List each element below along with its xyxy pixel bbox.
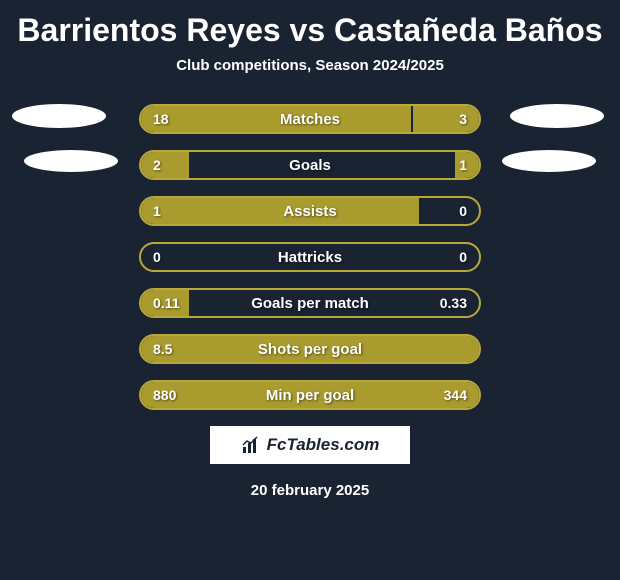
player-right-badge-2 [502,150,596,172]
stat-row: 880344Min per goal [139,380,481,410]
stat-row: 183Matches [139,104,481,134]
player-left-badge-2 [24,150,118,172]
stat-row: 8.5Shots per goal [139,334,481,364]
stat-label: Matches [141,106,479,132]
chart-icon [241,435,261,455]
page-title: Barrientos Reyes vs Castañeda Baños [0,0,620,49]
stat-bars: 183Matches 21Goals 10Assists 00Hattricks 0.1… [139,104,481,410]
date-label: 20 february 2025 [0,482,620,499]
subtitle: Club competitions, Season 2024/2025 [0,57,620,74]
stat-label: Assists [141,198,479,224]
stat-label: Hattricks [141,244,479,270]
stat-label: Shots per goal [141,336,479,362]
logo-text: FcTables.com [267,435,380,455]
stat-label: Min per goal [141,382,479,408]
stat-row: 10Assists [139,196,481,226]
player-right-badge-1 [510,104,604,128]
player-left-badge-1 [12,104,106,128]
stat-row: 00Hattricks [139,242,481,272]
comparison-area: 183Matches 21Goals 10Assists 00Hattricks 0.1… [0,104,620,410]
stat-row: 21Goals [139,150,481,180]
logo-box: FcTables.com [210,426,410,464]
stat-label: Goals [141,152,479,178]
stat-row: 0.110.33Goals per match [139,288,481,318]
stat-label: Goals per match [141,290,479,316]
